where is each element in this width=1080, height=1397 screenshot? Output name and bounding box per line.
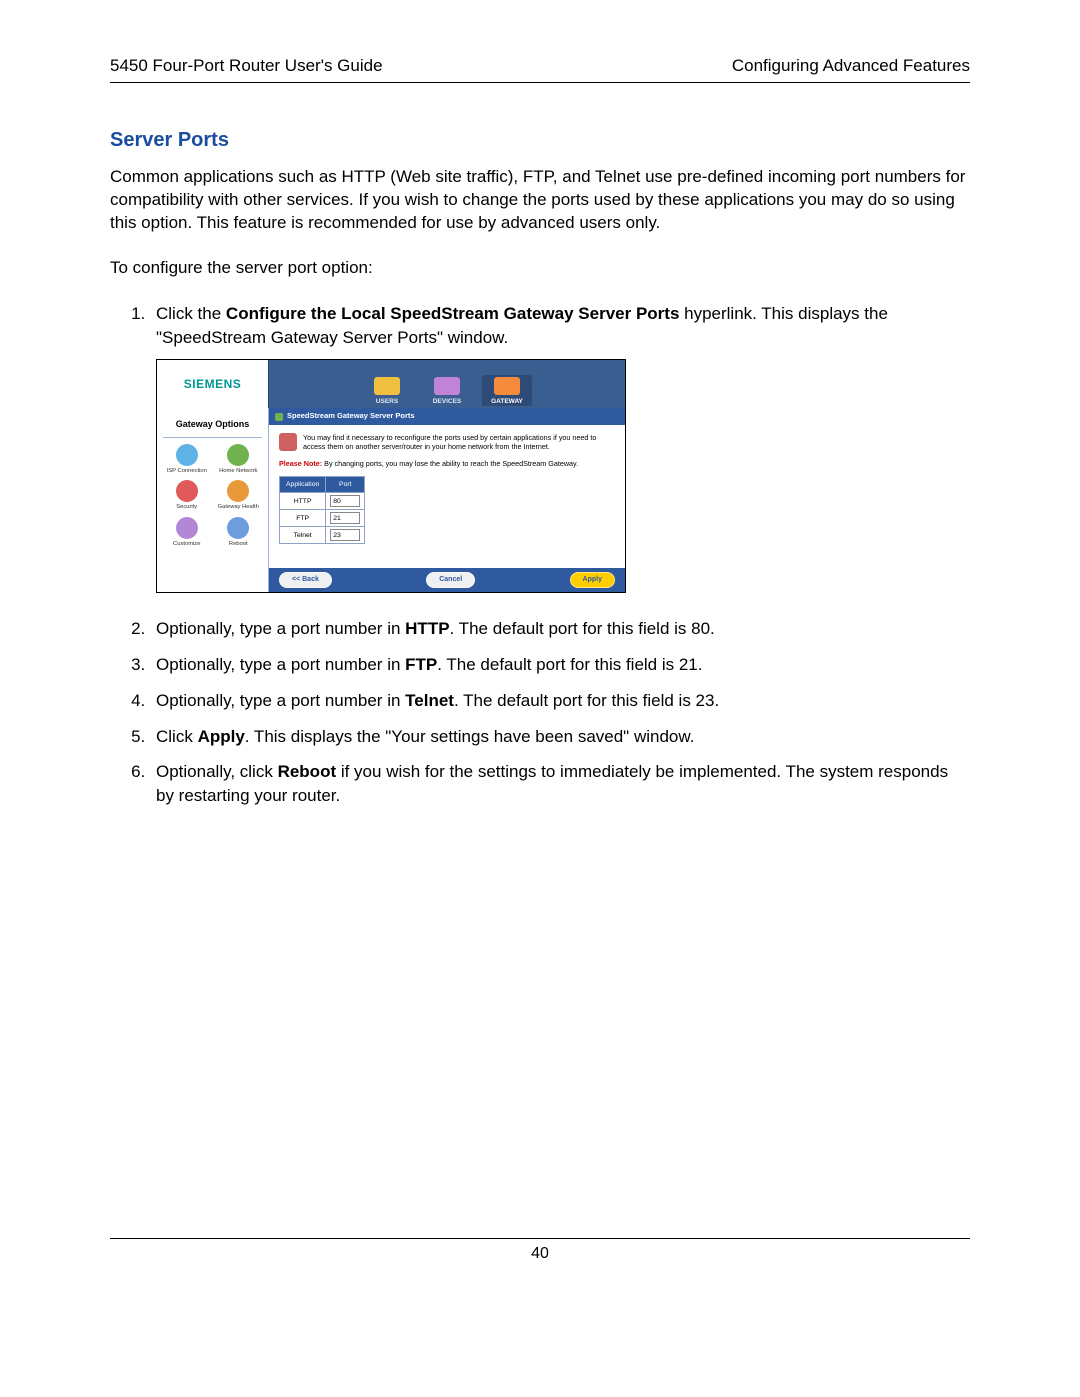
- panel-intro-text: You may find it necessary to reconfigure…: [303, 433, 615, 451]
- devices-icon: [434, 377, 460, 395]
- sidebar-title: Gateway Options: [163, 414, 262, 438]
- option-icon: [227, 444, 249, 466]
- option-icon: [176, 444, 198, 466]
- steps-list: Click the Configure the Local SpeedStrea…: [110, 302, 970, 808]
- table-row: HTTP: [280, 493, 365, 510]
- table-row: FTP: [280, 510, 365, 527]
- section-title: Server Ports: [110, 129, 970, 152]
- back-button[interactable]: << Back: [279, 572, 332, 588]
- port-input[interactable]: [330, 512, 360, 524]
- port-input[interactable]: [330, 529, 360, 541]
- sidebar-option[interactable]: Security: [163, 480, 211, 510]
- panel-title-icon: [275, 413, 283, 421]
- panel-titlebar: SpeedStream Gateway Server Ports: [269, 408, 625, 425]
- intro-paragraph: Common applications such as HTTP (Web si…: [110, 166, 970, 235]
- step-2: Optionally, type a port number in HTTP. …: [150, 617, 970, 641]
- app-cell: HTTP: [280, 493, 326, 510]
- cancel-button[interactable]: Cancel: [426, 572, 475, 588]
- option-label: Customize: [163, 541, 211, 547]
- page-header: 5450 Four-Port Router User's Guide Confi…: [110, 56, 970, 76]
- port-cell: [326, 527, 365, 544]
- header-right: Configuring Advanced Features: [732, 56, 970, 76]
- option-icon: [227, 517, 249, 539]
- main-panel: SpeedStream Gateway Server Ports You may…: [269, 408, 625, 592]
- apply-button[interactable]: Apply: [570, 572, 615, 588]
- step-3: Optionally, type a port number in FTP. T…: [150, 653, 970, 677]
- sidebar-options: ISP Connection Home Network Security Gatewa…: [163, 444, 262, 547]
- sidebar-option[interactable]: Gateway Health: [215, 480, 263, 510]
- app-cell: FTP: [280, 510, 326, 527]
- option-label: Home Network: [215, 468, 263, 474]
- port-cell: [326, 510, 365, 527]
- gateway-screenshot: SIEMENS USERS DEVICES GATE: [156, 359, 626, 593]
- panel-title-text: SpeedStream Gateway Server Ports: [287, 411, 415, 422]
- col-port: Port: [326, 476, 365, 493]
- table-row: Telnet: [280, 527, 365, 544]
- port-input[interactable]: [330, 495, 360, 507]
- step-6: Optionally, click Reboot if you wish for…: [150, 760, 970, 808]
- port-table: Application Port HTTPFTPTelnet: [279, 476, 365, 545]
- logo-box: SIEMENS: [157, 360, 269, 408]
- panel-intro-row: You may find it necessary to reconfigure…: [279, 433, 615, 451]
- app-cell: Telnet: [280, 527, 326, 544]
- configure-line: To configure the server port option:: [110, 257, 970, 280]
- screenshot-topbar: SIEMENS USERS DEVICES GATE: [157, 360, 625, 408]
- tab-users[interactable]: USERS: [362, 377, 412, 406]
- sidebar-option[interactable]: ISP Connection: [163, 444, 211, 474]
- step-1: Click the Configure the Local SpeedStrea…: [150, 302, 970, 593]
- users-icon: [374, 377, 400, 395]
- intro-icon: [279, 433, 297, 451]
- sidebar-option[interactable]: Customize: [163, 517, 211, 547]
- footer-rule: [110, 1238, 970, 1239]
- gateway-icon: [494, 377, 520, 395]
- step-5: Click Apply. This displays the "Your set…: [150, 725, 970, 749]
- step-4: Optionally, type a port number in Telnet…: [150, 689, 970, 713]
- siemens-logo: SIEMENS: [184, 376, 242, 393]
- option-icon: [227, 480, 249, 502]
- port-cell: [326, 493, 365, 510]
- page-number: 40: [110, 1245, 970, 1263]
- header-rule: [110, 82, 970, 83]
- screenshot-body: Gateway Options ISP Connection Home Netwo…: [157, 408, 625, 592]
- panel-content: You may find it necessary to reconfigure…: [269, 425, 625, 569]
- option-icon: [176, 480, 198, 502]
- sidebar: Gateway Options ISP Connection Home Netwo…: [157, 408, 269, 592]
- sidebar-option[interactable]: Home Network: [215, 444, 263, 474]
- option-label: Reboot: [215, 541, 263, 547]
- tab-gateway[interactable]: GATEWAY: [482, 375, 532, 406]
- top-tabs: USERS DEVICES GATEWAY: [269, 360, 625, 408]
- option-label: ISP Connection: [163, 468, 211, 474]
- port-table-body: HTTPFTPTelnet: [280, 493, 365, 544]
- document-page: 5450 Four-Port Router User's Guide Confi…: [0, 0, 1080, 1303]
- header-left: 5450 Four-Port Router User's Guide: [110, 56, 383, 76]
- sidebar-option[interactable]: Reboot: [215, 517, 263, 547]
- col-application: Application: [280, 476, 326, 493]
- panel-note: Please Note: By changing ports, you may …: [279, 459, 615, 468]
- tab-devices[interactable]: DEVICES: [422, 377, 472, 406]
- option-label: Gateway Health: [215, 504, 263, 510]
- button-row: << Back Cancel Apply: [269, 568, 625, 592]
- option-icon: [176, 517, 198, 539]
- option-label: Security: [163, 504, 211, 510]
